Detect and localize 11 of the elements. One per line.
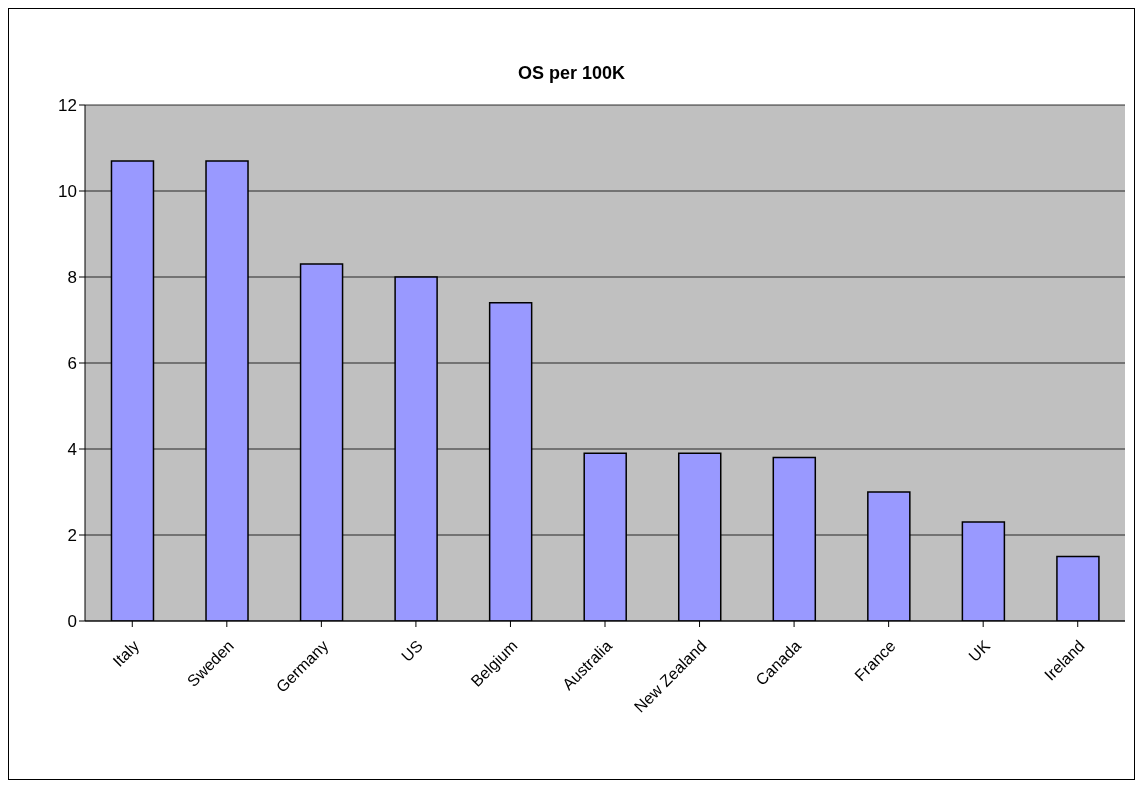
y-tick-label: 12 bbox=[58, 96, 77, 116]
y-tick-label: 2 bbox=[67, 526, 77, 546]
y-tick-label: 4 bbox=[67, 440, 77, 460]
y-tick-label: 0 bbox=[67, 612, 77, 632]
x-tick-label: Italy bbox=[109, 637, 143, 670]
chart-title: OS per 100K bbox=[516, 63, 627, 84]
y-tick-label: 8 bbox=[67, 268, 77, 288]
x-tick-label: UK bbox=[965, 636, 994, 665]
y-tick-label: 6 bbox=[67, 354, 77, 374]
x-tick-label: US bbox=[398, 637, 426, 665]
y-tick-label: 10 bbox=[58, 182, 77, 202]
